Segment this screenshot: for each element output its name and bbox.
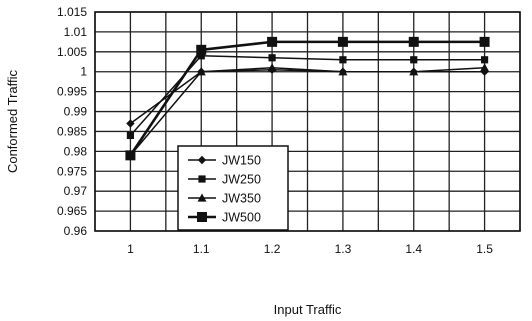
legend-label: JW350 — [222, 192, 261, 206]
y-tick-label: 0.98 — [64, 144, 88, 158]
plot-frame — [94, 11, 521, 232]
y-tick-label: 0.975 — [57, 164, 87, 178]
data-point-large-square — [479, 36, 490, 47]
y-tick-label: 0.97 — [64, 184, 88, 198]
data-point-large-square — [267, 36, 278, 47]
data-point-triangle — [197, 193, 207, 202]
data-point-triangle — [196, 67, 206, 76]
data-point-triangle — [409, 67, 419, 76]
legend-entry: JW150 — [188, 154, 261, 168]
data-point-large-square — [337, 36, 348, 47]
x-tick-label: 1 — [127, 242, 134, 256]
y-tick-label: 0.985 — [57, 124, 87, 138]
legend-label: JW500 — [222, 211, 261, 225]
series-line — [129, 66, 485, 156]
data-point-triangle — [338, 67, 348, 76]
data-point-large-square — [408, 36, 419, 47]
data-point-square — [126, 131, 135, 140]
x-axis-ticks: 1 1.1 1.2 1.3 1.4 1.5 — [127, 242, 493, 256]
y-tick-label: 1 — [80, 65, 87, 79]
legend-label: JW150 — [222, 154, 261, 168]
data-point-large-square — [125, 150, 136, 161]
y-tick-label: 0.96 — [64, 224, 88, 238]
y-tick-label: 1.005 — [57, 45, 87, 59]
legend-entry: JW350 — [188, 192, 261, 206]
series-lines — [125, 36, 490, 161]
data-point-triangle — [267, 63, 277, 72]
y-tick-label: 0.995 — [57, 85, 87, 99]
x-axis-label: Input Traffic — [274, 302, 342, 317]
data-point-square — [480, 56, 489, 64]
data-point-diamond — [197, 155, 207, 165]
data-point-large-square — [197, 212, 207, 222]
series-jw500 — [125, 36, 490, 161]
legend-entry: JW250 — [188, 173, 261, 187]
x-tick-label: 1.4 — [405, 242, 422, 256]
y-axis-ticks: 1.015 1.01 1.005 1 0.995 0.99 0.985 0.98 0.975 0.… — [57, 5, 87, 238]
x-tick-label: 1.5 — [476, 242, 493, 256]
data-point-diamond — [126, 119, 135, 128]
data-point-square — [410, 56, 418, 64]
data-point-square — [198, 175, 206, 183]
y-tick-label: 0.965 — [57, 204, 87, 218]
data-point-square — [339, 56, 347, 64]
data-point-triangle — [480, 63, 490, 72]
x-tick-label: 1.2 — [264, 242, 281, 256]
y-tick-label: 0.99 — [64, 105, 88, 119]
y-axis-label: Conformed Traffic — [5, 69, 20, 173]
data-point-square — [197, 52, 205, 60]
legend-entry: JW500 — [188, 211, 261, 225]
series-line — [129, 40, 485, 157]
data-point-large-square — [196, 44, 207, 55]
y-tick-label: 1.015 — [57, 5, 87, 19]
legend: JW150 JW250 JW350 JW500 — [177, 145, 289, 231]
data-point-square — [268, 54, 276, 62]
legend-label: JW250 — [222, 173, 261, 187]
y-tick-label: 1.01 — [64, 25, 88, 39]
x-tick-label: 1.3 — [335, 242, 352, 256]
x-tick-label: 1.1 — [193, 242, 210, 256]
